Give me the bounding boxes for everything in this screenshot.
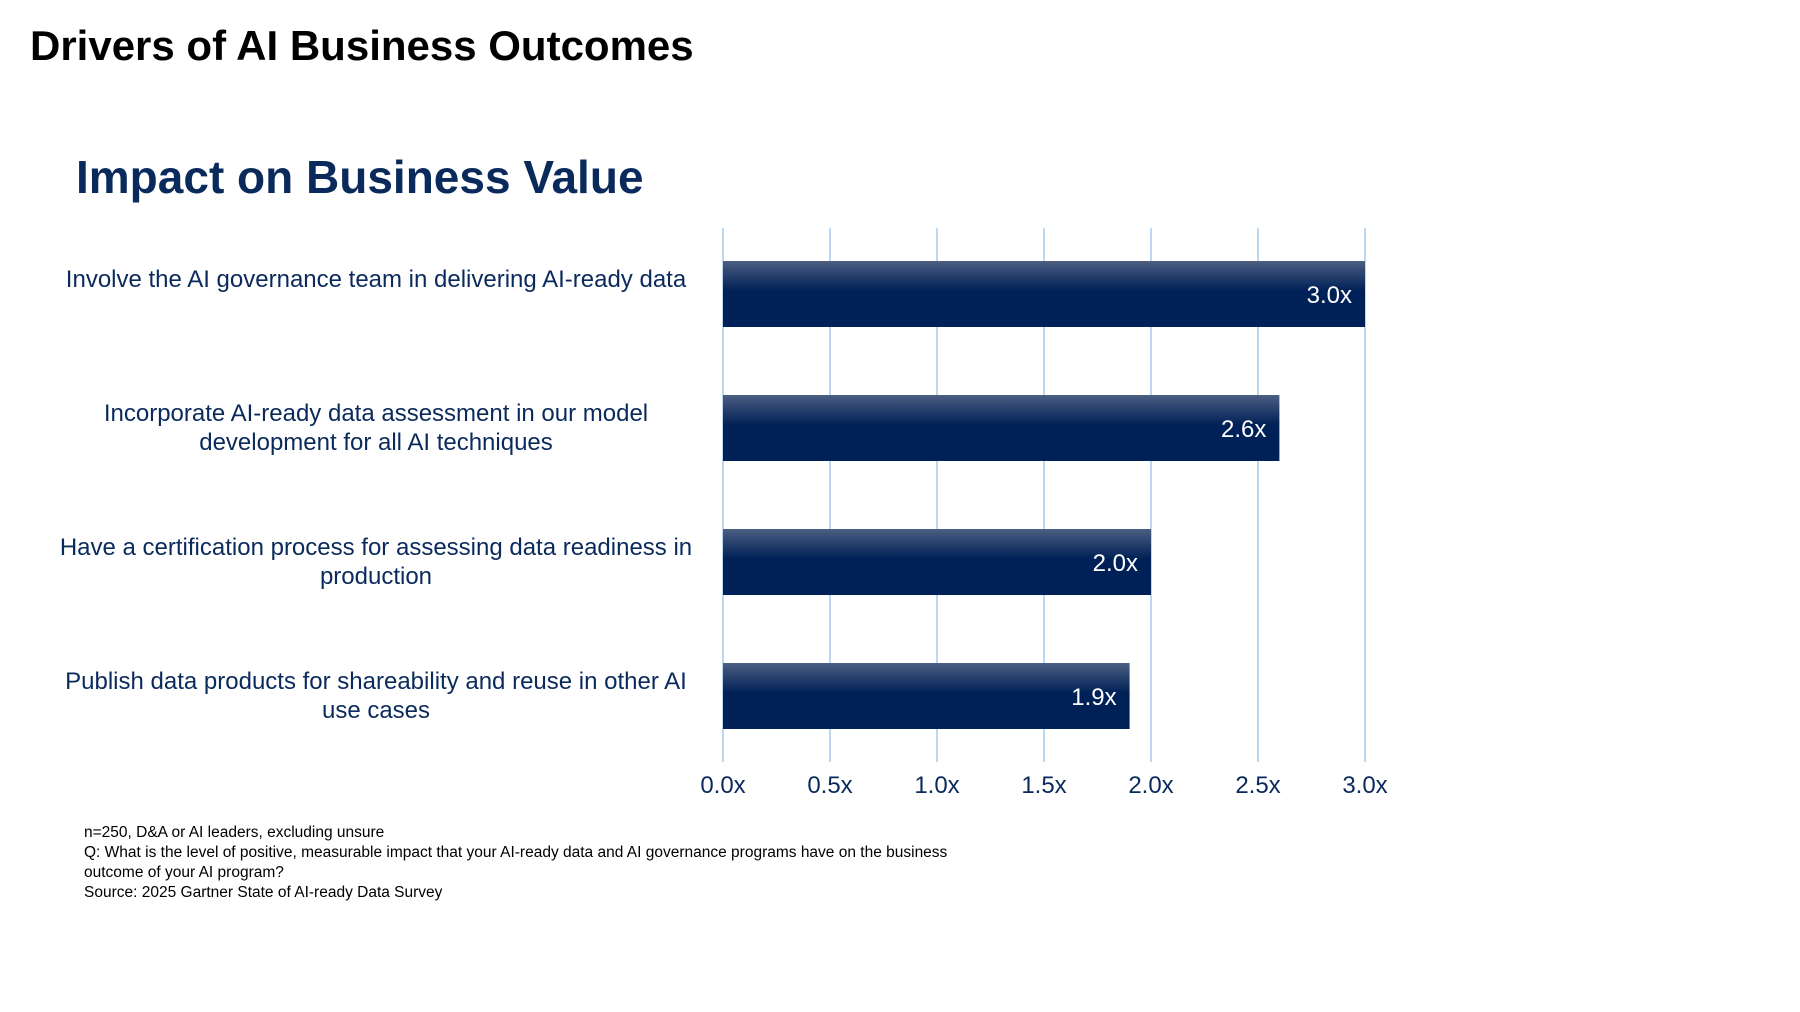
- bar: [723, 663, 1130, 729]
- x-tick-label: 0.0x: [700, 772, 745, 799]
- bars: 3.0x 2.6x 2.0x 1.9x: [723, 261, 1365, 729]
- bar-value-label: 3.0x: [1307, 282, 1352, 309]
- footnote-question: Q: What is the level of positive, measur…: [84, 844, 948, 881]
- x-axis-tick-labels: 0.0x 0.5x 1.0x 1.5x 2.0x 2.5x 3.0x: [700, 772, 1387, 799]
- x-tick-label: 2.0x: [1128, 772, 1173, 799]
- x-tick-label: 1.0x: [914, 772, 959, 799]
- category-label: Have a certification process for assessi…: [59, 534, 693, 590]
- category-label: Involve the AI governance team in delive…: [65, 266, 687, 293]
- bar: [723, 529, 1151, 595]
- x-tick-label: 2.5x: [1235, 772, 1280, 799]
- chart-title: Impact on Business Value: [76, 151, 644, 203]
- category-label: Incorporate AI-ready data assessment in …: [103, 400, 649, 456]
- bar: [723, 395, 1280, 461]
- footnote-source: Source: 2025 Gartner State of AI-ready D…: [84, 884, 443, 901]
- footnotes: n=250, D&A or AI leaders, excluding unsu…: [84, 823, 984, 903]
- x-tick-label: 0.5x: [807, 772, 852, 799]
- x-tick-label: 3.0x: [1342, 772, 1387, 799]
- bar-value-label: 2.6x: [1221, 416, 1266, 443]
- x-tick-label: 1.5x: [1021, 772, 1066, 799]
- category-label: Publish data products for shareability a…: [65, 668, 687, 724]
- bar-value-label: 2.0x: [1093, 550, 1138, 577]
- bar-value-label: 1.9x: [1071, 684, 1116, 711]
- slide-title: Drivers of AI Business Outcomes: [30, 22, 694, 69]
- footnote-sample: n=250, D&A or AI leaders, excluding unsu…: [84, 824, 385, 841]
- bar: [723, 261, 1365, 327]
